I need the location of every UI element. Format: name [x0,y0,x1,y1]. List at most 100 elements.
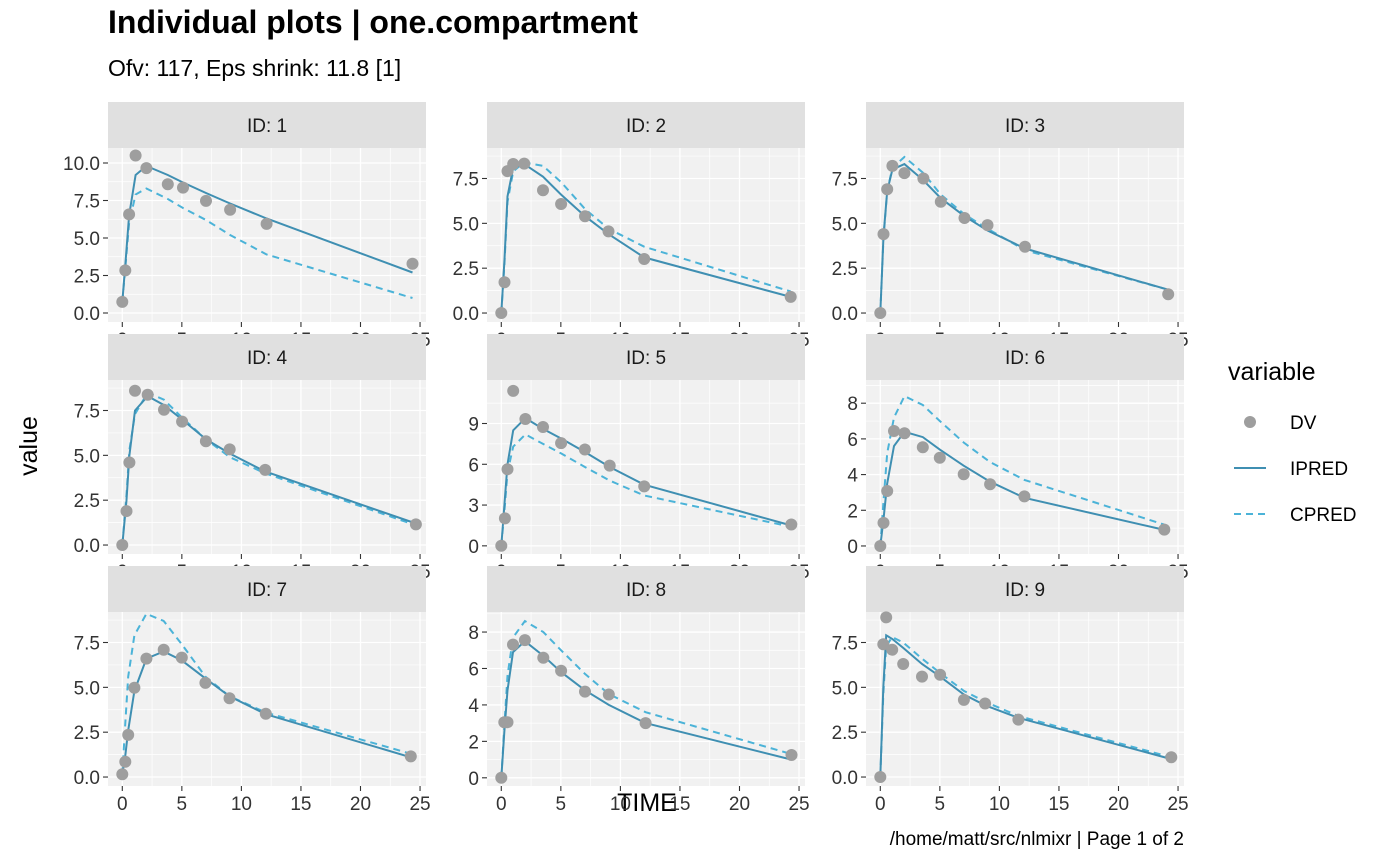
y-tick-label: 7.5 [74,192,100,213]
y-tick-label: 0 [468,537,479,558]
dv-point [957,468,970,481]
y-tick-label: 2.5 [832,723,858,744]
legend-label-cpred: CPRED [1290,505,1357,526]
dv-point [916,670,928,683]
facet-strip [108,566,426,612]
facet-strip [487,334,805,380]
dv-point [176,415,189,428]
y-tick-label: 0.0 [832,304,858,325]
dv-point [140,652,153,665]
x-tick-label: 5 [935,794,946,815]
dv-point [259,707,272,720]
dv-point [1162,288,1175,301]
dv-point [785,518,798,531]
facet-strip [108,334,426,380]
dv-point [877,638,890,651]
x-tick-label: 10 [231,794,252,815]
panel-background [866,148,1184,322]
y-tick-label: 0.0 [832,768,858,789]
chart-subtitle: Ofv: 117, Eps shrink: 11.8 [1] [108,55,402,81]
dv-point [259,463,272,476]
panel-background [487,148,805,322]
y-tick-label: 4 [468,696,479,717]
dv-point [501,716,514,729]
dv-point [120,505,133,518]
dv-point [157,643,170,656]
dv-point [877,516,890,529]
dv-point [874,307,887,319]
dv-point [958,212,971,224]
dv-point [1019,240,1031,253]
dv-point [888,425,900,437]
y-tick-label: 5.0 [832,214,858,235]
dv-point [501,463,514,476]
facet-strip-label: ID: 1 [247,116,287,137]
dv-point [495,539,508,552]
dv-point [518,634,531,647]
facet-strip-label: ID: 9 [1005,580,1045,601]
dv-point [116,295,129,308]
dv-point [881,485,894,497]
dv-point [158,403,170,416]
dv-point [141,388,154,401]
y-tick-label: 2.5 [74,491,100,512]
y-tick-label: 5.0 [832,678,858,699]
x-tick-label: 10 [610,794,631,815]
dv-point [495,307,508,319]
panel-background [487,380,805,554]
y-tick-label: 6 [468,659,479,680]
dv-point [785,749,798,761]
dv-point [119,755,132,768]
facet-strip-label: ID: 2 [626,116,666,137]
x-tick-label: 25 [409,794,430,815]
legend-key-dv [1244,416,1256,428]
y-tick-label: 3 [468,496,479,517]
facet-panel: ID: 6051015202502468 [847,334,1189,583]
x-tick-label: 0 [496,794,507,815]
x-tick-label: 5 [177,794,188,815]
x-tick-label: 20 [1108,794,1129,815]
dv-point [933,451,946,464]
dv-point [874,540,887,552]
dv-point [602,225,615,238]
y-tick-label: 0.0 [453,304,479,325]
y-tick-label: 6 [468,455,479,476]
page-caption: /home/matt/src/nlmixr | Page 1 of 2 [889,829,1184,850]
dv-point [880,611,893,624]
dv-point [507,384,520,397]
dv-point [784,290,797,303]
dv-point [119,264,132,277]
facet-strip-label: ID: 7 [247,580,287,601]
y-tick-label: 5.0 [453,214,479,235]
dv-point [579,210,591,223]
y-tick-label: 5.0 [74,229,100,250]
dv-point [260,217,273,230]
x-tick-label: 10 [989,794,1010,815]
dv-point [897,658,910,670]
x-tick-label: 20 [729,794,750,815]
y-tick-label: 2 [468,732,479,753]
dv-point [874,771,887,783]
dv-point [979,697,992,710]
y-tick-label: 2.5 [74,723,100,744]
dv-point [404,750,417,763]
x-tick-label: 25 [1167,794,1188,815]
y-tick-label: 7.5 [832,169,858,190]
dv-point [128,681,141,694]
y-tick-label: 6 [847,430,858,451]
x-tick-label: 5 [556,794,567,815]
dv-point [957,693,970,706]
y-tick-label: 5.0 [74,446,100,467]
facet-panel: ID: 405101520250.02.55.07.5 [74,334,431,583]
dv-point [639,717,652,730]
x-tick-label: 0 [117,794,128,815]
dv-point [638,480,651,493]
dv-point [555,437,568,450]
panel-background [866,380,1184,554]
dv-point [224,203,237,216]
y-tick-label: 0.0 [74,304,100,325]
dv-point [199,676,212,689]
dv-point [1165,751,1178,764]
y-tick-label: 7.5 [74,401,100,422]
x-tick-label: 0 [875,794,886,815]
